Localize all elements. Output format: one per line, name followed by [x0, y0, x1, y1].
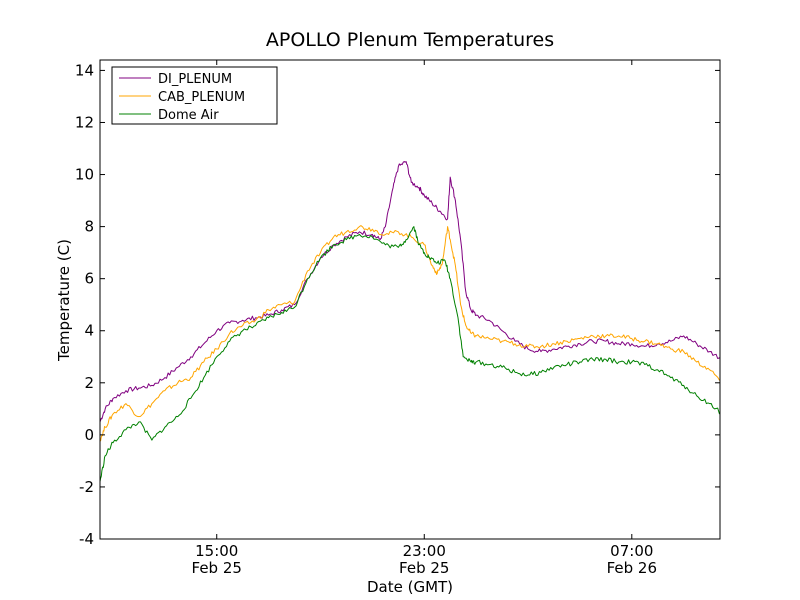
x-axis-label: Date (GMT) [367, 578, 453, 596]
y-tick-label: -2 [79, 478, 94, 496]
y-tick-label: 8 [84, 218, 94, 236]
series-line-cab-plenum [100, 225, 720, 442]
x-tick-time-label: 23:00 [403, 542, 446, 560]
plot-frame [99, 59, 721, 540]
y-tick-label: 10 [75, 166, 94, 184]
x-tick-time-label: 15:00 [195, 542, 238, 560]
x-tick-date-label: Feb 25 [192, 559, 242, 577]
chart-title: APOLLO Plenum Temperatures [266, 29, 554, 51]
series-line-di-plenum [100, 161, 720, 423]
legend-label: DI_PLENUM [158, 72, 232, 87]
y-tick-label: 6 [84, 270, 94, 288]
y-tick-label: 12 [75, 113, 94, 131]
series-line-dome-air [100, 226, 720, 482]
y-tick-label: -4 [79, 530, 94, 548]
x-tick-date-label: Feb 26 [607, 559, 657, 577]
x-tick-date-label: Feb 25 [399, 559, 449, 577]
y-tick-label: 4 [84, 322, 94, 340]
x-tick-time-label: 07:00 [610, 542, 653, 560]
legend: DI_PLENUM CAB_PLENUM Dome Air [111, 66, 278, 125]
y-tick-label: 0 [84, 426, 94, 444]
legend-label: CAB_PLENUM [158, 90, 245, 105]
y-tick-label: 2 [84, 374, 94, 392]
y-axis-label: Temperature (C) [55, 239, 73, 362]
legend-label: Dome Air [158, 108, 219, 123]
y-tick-label: 14 [75, 61, 94, 79]
series-layer [100, 161, 720, 482]
